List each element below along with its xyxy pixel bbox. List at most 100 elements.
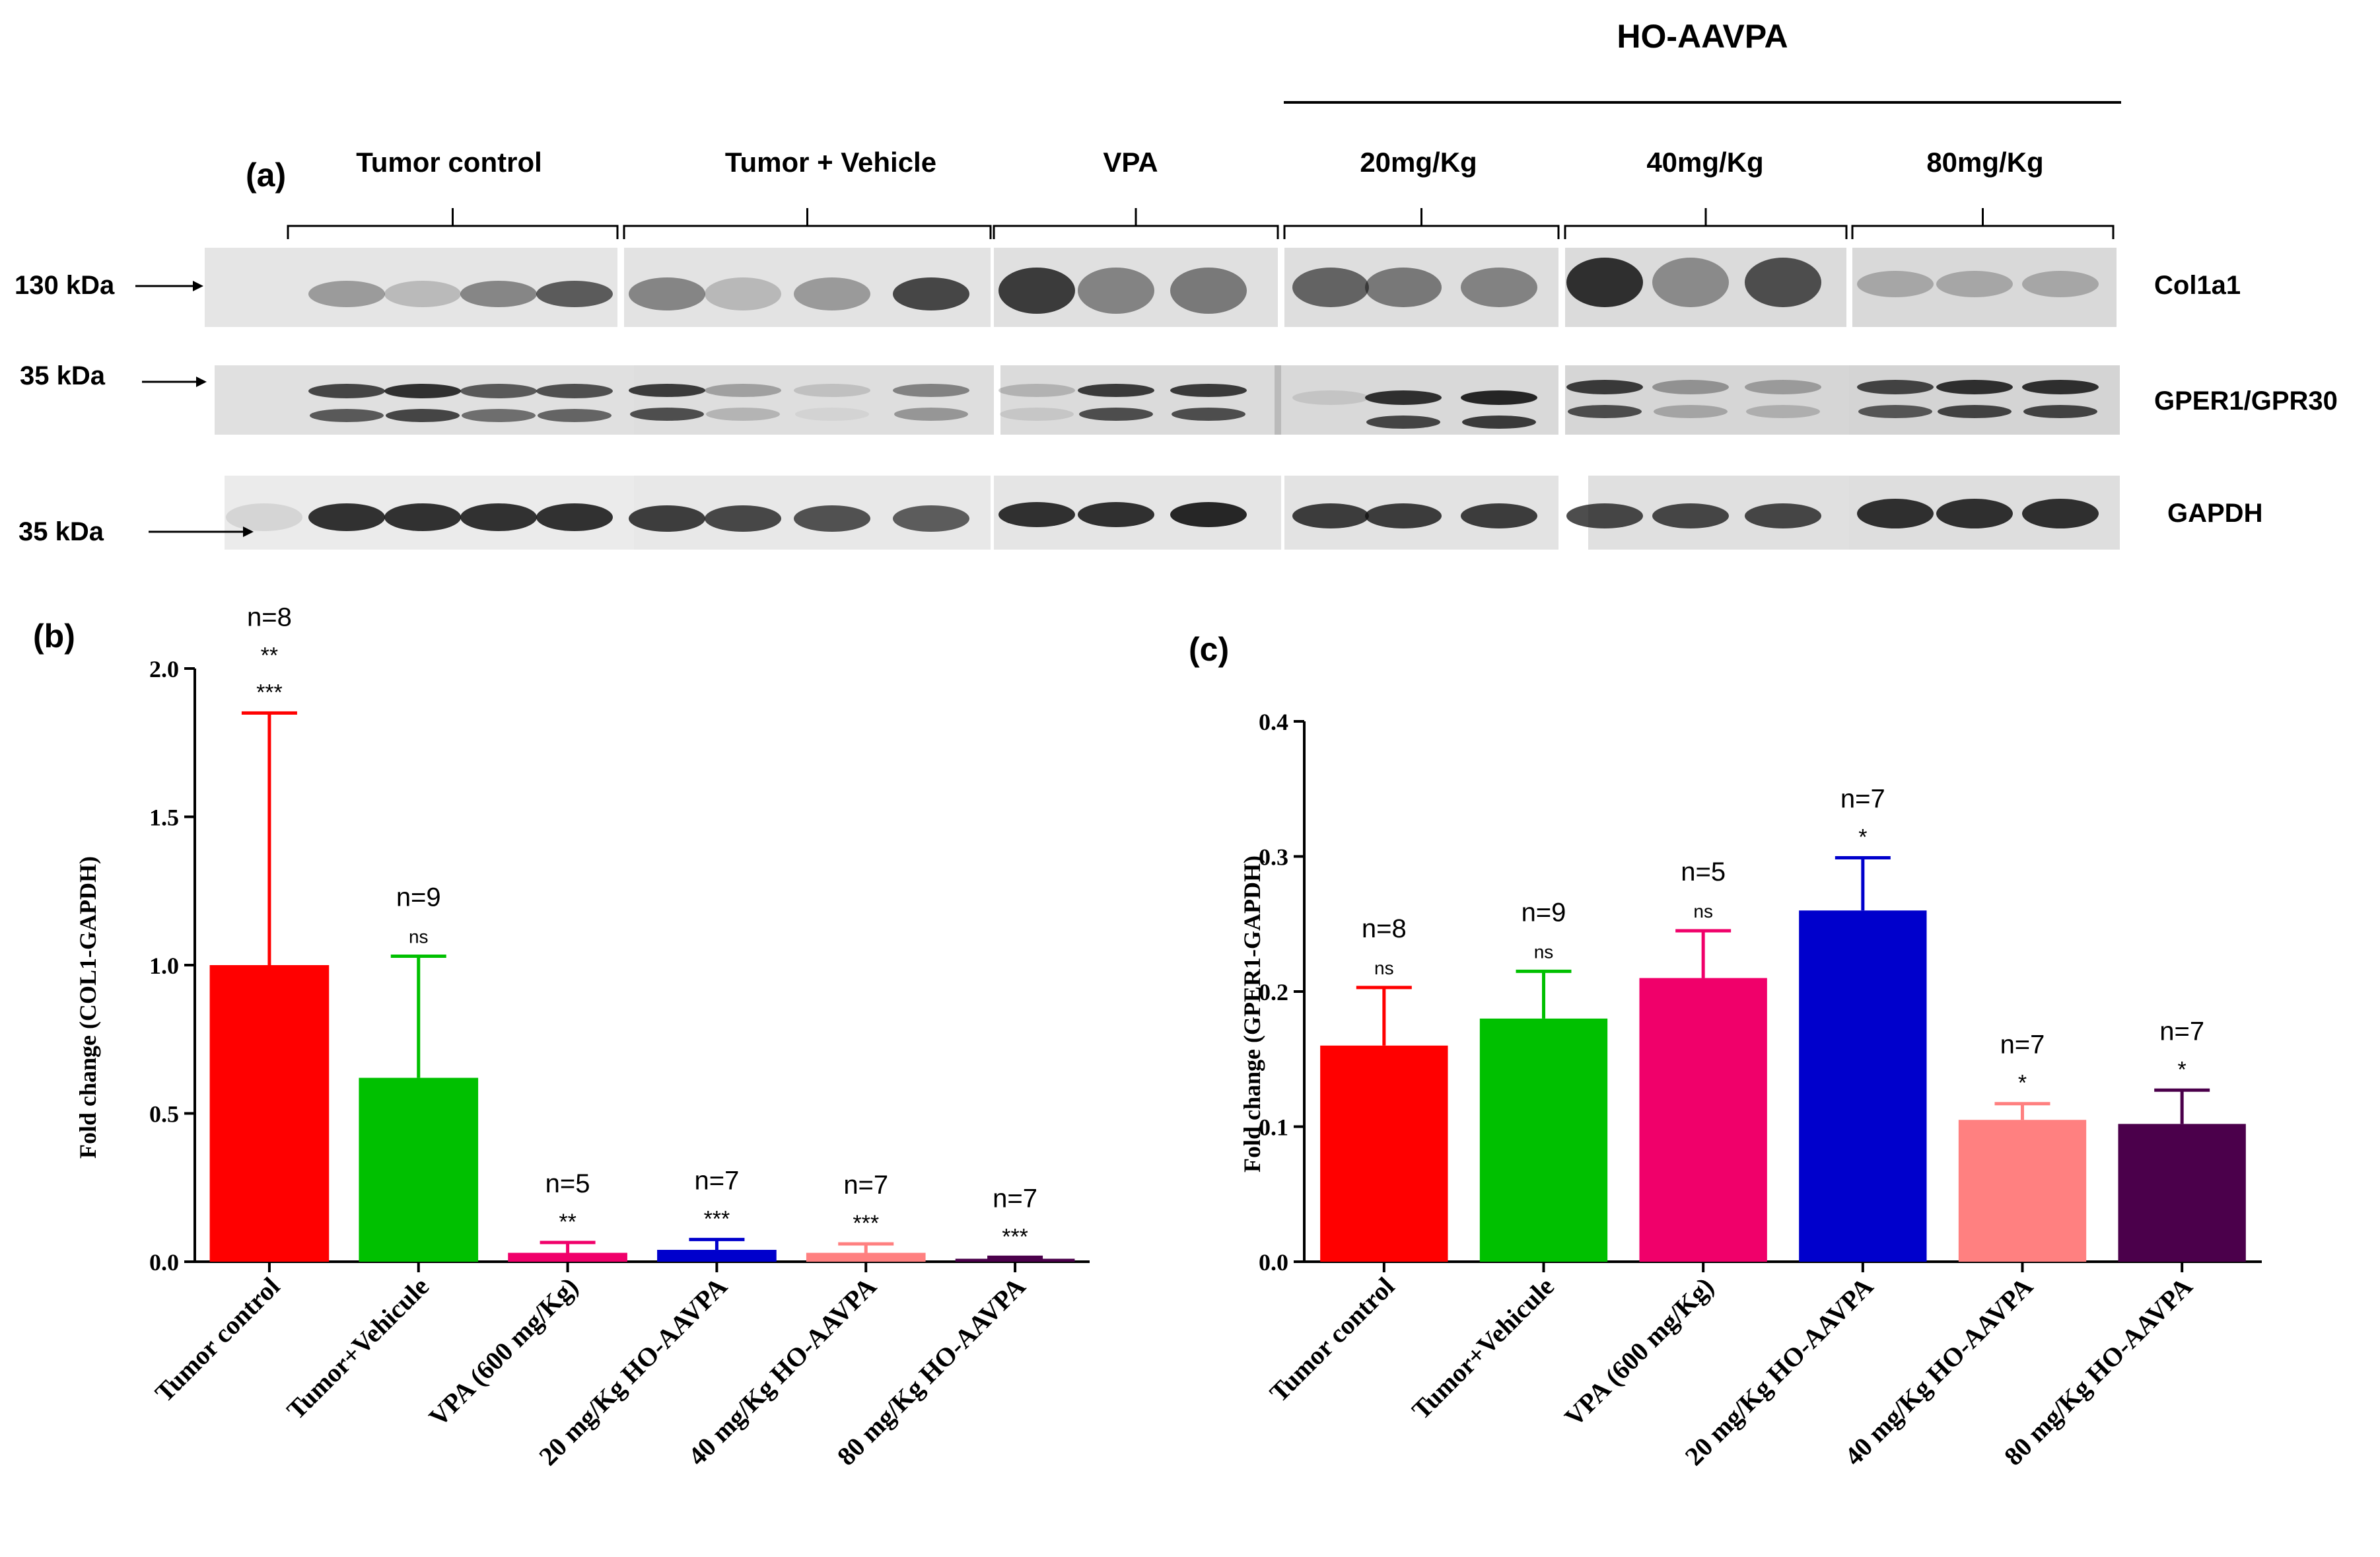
x-tick-label: VPA (600 mg/Kg) <box>1558 1272 1719 1432</box>
bar-tumor-vehicule <box>1479 1018 1608 1262</box>
group-label-tumor-vehicle: Tumor + Vehicle <box>725 147 936 178</box>
blot-segment <box>1849 365 2120 435</box>
blot-band-lower <box>1366 416 1440 429</box>
blot-label-gper1: GPER1/GPR30 <box>2154 386 2338 416</box>
blot-band <box>536 281 613 307</box>
x-tick-label: VPA (600 mg/Kg) <box>423 1272 584 1432</box>
bar-chart-gper1: (c) Fold change (GPER1-GAPDH) 0.0 0.1 0.2 0… <box>1189 631 2262 1471</box>
y-axis-label-col1: Fold change (COL1-GAPDH) <box>75 856 101 1159</box>
blot-band <box>893 505 969 532</box>
blot-band <box>1292 503 1369 528</box>
blot-band <box>1652 380 1729 394</box>
significance-mark: * <box>1858 825 1867 850</box>
blot-band <box>998 502 1075 527</box>
blot-band-lower <box>1568 405 1642 418</box>
blot-band <box>893 277 969 310</box>
blot-segment <box>1852 248 2117 327</box>
blot-band <box>705 384 781 397</box>
blot-band <box>1652 503 1729 528</box>
blot-label-gapdh: GAPDH <box>2167 499 2262 528</box>
bar-vpa-600-mg-kg <box>1639 978 1767 1262</box>
blot-band <box>1365 268 1442 307</box>
blot-band <box>1461 268 1537 307</box>
blot-segment <box>1000 365 1281 435</box>
blot-band <box>629 277 705 310</box>
blot-band <box>2022 499 2099 528</box>
ho-aavpa-header: HO-AAVPA <box>1617 18 1788 55</box>
panel-c-label: (c) <box>1189 631 1229 668</box>
n-label: n=5 <box>1681 857 1726 887</box>
bar-80-mg-kg-ho-aavpa <box>955 1258 1075 1262</box>
x-tick-label: Tumor+Vehicule <box>1406 1272 1560 1426</box>
blot-band <box>1170 384 1247 397</box>
blot-band-lower <box>1858 405 1932 418</box>
bar-chart-col1: (b) Fold change (COL1-GAPDH) 0.0 0.5 1.0 1.… <box>33 602 1090 1471</box>
blot-band <box>384 384 461 398</box>
significance-mark: * <box>2178 1057 2187 1082</box>
blot-band <box>1078 502 1154 527</box>
blot-band <box>1566 258 1643 307</box>
bar-20-mg-kg-ho-aavpa <box>657 1250 777 1262</box>
blot-segment <box>1565 365 1849 435</box>
n-label: n=7 <box>2000 1031 2045 1060</box>
blot-strip-gper1 <box>215 365 2120 435</box>
significance-mark: ns <box>1693 901 1713 922</box>
blot-band-lower <box>462 409 536 422</box>
group-label-tumor-control: Tumor control <box>356 147 542 178</box>
blot-band <box>460 503 537 531</box>
y-axis-label-gper1: Fold change (GPER1-GAPDH) <box>1239 855 1265 1173</box>
significance-mark: *** <box>1002 1224 1028 1249</box>
n-label: n=7 <box>694 1166 739 1195</box>
n-label: n=9 <box>1522 898 1566 927</box>
blot-band <box>1365 390 1442 405</box>
blot-band <box>794 505 870 532</box>
marker-col1a1-size: 130 kDa <box>15 271 115 300</box>
x-tick-label: Tumor+Vehicule <box>281 1272 435 1426</box>
blot-band-lower <box>1654 405 1728 418</box>
blot-band <box>308 384 385 398</box>
blot-band <box>1078 384 1154 397</box>
y-tick-label: 2.0 <box>149 656 179 682</box>
significance-mark: *** <box>853 1211 879 1236</box>
blot-band <box>226 503 302 531</box>
blot-band <box>308 503 385 531</box>
blot-band <box>536 503 613 531</box>
blot-band <box>1365 503 1442 528</box>
blot-band-lower <box>1079 408 1153 421</box>
blot-band-lower <box>1462 416 1536 429</box>
blot-band <box>705 505 781 532</box>
group-bracket-20mg-kg <box>1283 208 1560 239</box>
blot-band-lower <box>1746 405 1820 418</box>
significance-mark: *** <box>256 680 283 705</box>
blot-band <box>536 384 613 398</box>
bar-tumor-control <box>1320 1045 1448 1262</box>
group-bracket-tumor-control <box>287 208 619 239</box>
y-tick-label: 0.0 <box>149 1249 179 1276</box>
blot-band <box>1078 268 1154 314</box>
significance-mark: ns <box>1374 958 1394 978</box>
blot-band-lower <box>1294 416 1368 429</box>
blot-band <box>1936 499 2013 528</box>
group-label-vpa: VPA <box>1103 147 1158 178</box>
bar-40-mg-kg-ho-aavpa <box>1958 1120 2087 1262</box>
blot-band <box>384 503 461 531</box>
y-tick-label: 0.5 <box>149 1101 179 1128</box>
group-label-80mg-kg: 80mg/Kg <box>1926 147 2043 178</box>
marker-col1a1-arrowhead <box>193 281 203 291</box>
y-tick-label: 1.0 <box>149 953 179 979</box>
bar-80-mg-kg-ho-aavpa <box>2118 1124 2246 1262</box>
blot-band <box>1936 380 2013 394</box>
blot-band <box>1566 503 1643 528</box>
blot-band <box>629 384 705 397</box>
n-label: n=8 <box>247 602 292 632</box>
blot-strip-col1a1 <box>205 248 2117 327</box>
y-tick-label: 0.0 <box>1259 1249 1288 1276</box>
marker-gapdh-arrowhead <box>243 526 254 537</box>
blot-band <box>794 277 870 310</box>
blot-band <box>794 384 870 397</box>
bar-tumor-control <box>209 965 330 1262</box>
blot-band <box>893 384 969 397</box>
blot-band <box>1652 258 1729 307</box>
significance-mark: * <box>2018 1071 2027 1096</box>
